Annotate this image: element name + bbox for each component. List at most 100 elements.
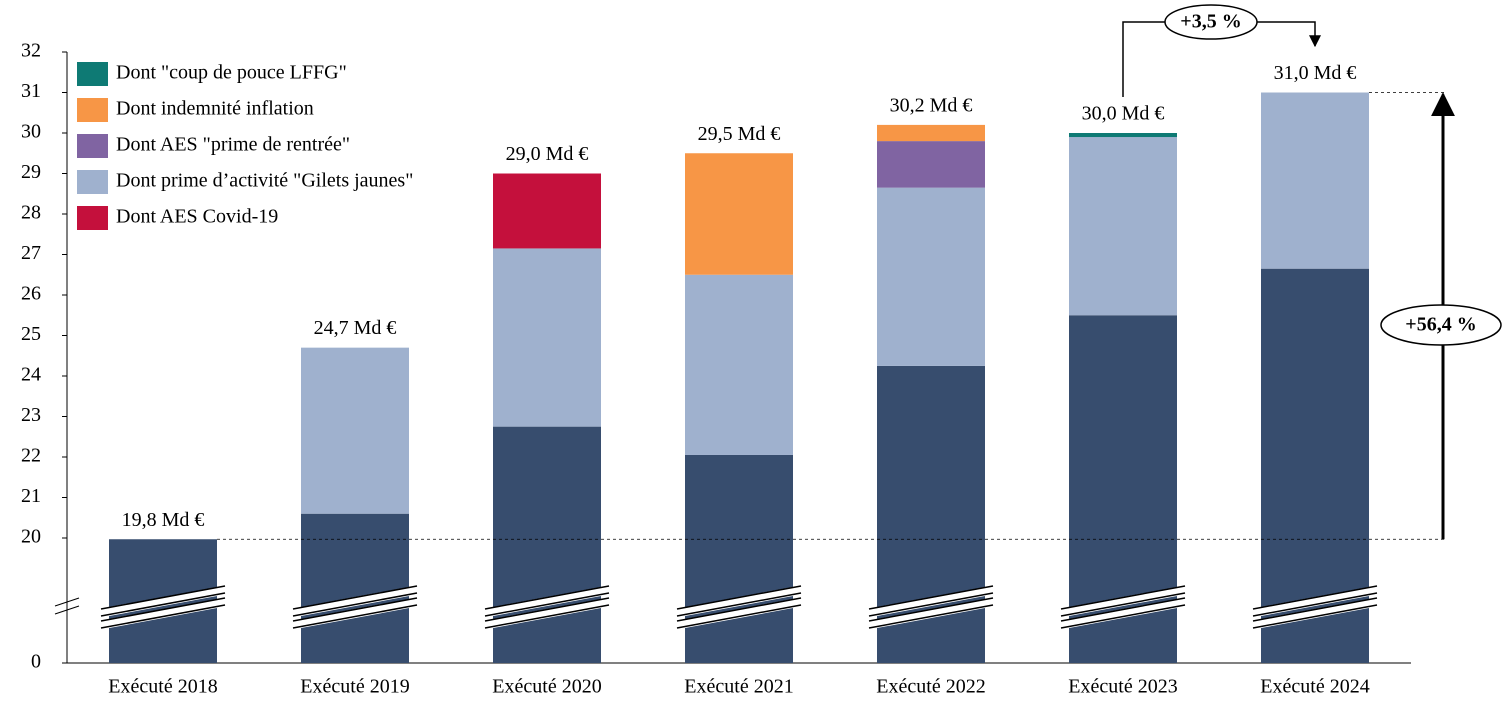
legend-label: Dont AES Covid-19	[116, 206, 278, 228]
x-tick-label: Exécuté 2023	[1068, 676, 1177, 698]
y-tick-label: 25	[21, 323, 41, 345]
break-line	[676, 585, 802, 610]
y-tick-label: 31	[21, 80, 41, 102]
break-line	[868, 585, 994, 610]
bar-segment	[877, 187, 985, 366]
legend-swatch	[77, 134, 108, 158]
bar-segment	[1069, 137, 1177, 316]
bar-segment	[685, 153, 793, 275]
y-tick-label: 29	[21, 161, 41, 183]
total-label: 31,0 Md €	[1274, 62, 1357, 84]
legend-swatch	[77, 62, 108, 86]
legend-swatch	[77, 206, 108, 230]
break-gap	[1252, 585, 1378, 618]
break-line	[676, 597, 802, 622]
legend-label: Dont AES "prime de rentrée"	[116, 134, 350, 156]
y-tick-label: 21	[21, 485, 41, 507]
break-line	[868, 592, 994, 617]
break-gap	[1060, 597, 1186, 630]
break-gap	[676, 585, 802, 618]
break-line	[100, 592, 226, 617]
break-gap	[484, 597, 610, 630]
break-gap	[1252, 597, 1378, 630]
break-gap	[484, 585, 610, 618]
break-line	[1060, 585, 1186, 610]
y-tick-label: 20	[21, 526, 41, 548]
x-tick-label: Exécuté 2024	[1260, 676, 1369, 698]
legend-swatch	[77, 170, 108, 194]
break-gap	[100, 597, 226, 630]
annotation-oval	[1164, 4, 1258, 40]
break-line	[292, 585, 418, 610]
y-tick-label: 30	[21, 121, 41, 143]
total-label: 30,2 Md €	[890, 94, 973, 116]
x-tick-label: Exécuté 2022	[876, 676, 985, 698]
bar-segment	[685, 454, 793, 663]
break-line	[100, 604, 226, 629]
y-tick-label: 23	[21, 404, 41, 426]
bar-segment	[301, 513, 409, 663]
bar-segment	[1069, 133, 1177, 138]
legend-label: Dont indemnité inflation	[116, 98, 314, 120]
break-line	[100, 597, 226, 622]
break-line	[484, 604, 610, 629]
break-line	[1060, 592, 1186, 617]
y-tick-label: 26	[21, 283, 41, 305]
x-tick-label: Exécuté 2020	[492, 676, 601, 698]
total-label: 19,8 Md €	[122, 509, 205, 531]
break-line	[292, 604, 418, 629]
axis-break	[54, 597, 80, 607]
bar-segment	[877, 141, 985, 188]
y-tick-label: 24	[21, 364, 41, 386]
axis-break	[54, 605, 80, 615]
break-gap	[292, 597, 418, 630]
break-line	[868, 604, 994, 629]
y-tick-label: 27	[21, 242, 41, 264]
break-line	[484, 585, 610, 610]
legend-swatch	[77, 98, 108, 122]
x-tick-label: Exécuté 2018	[108, 676, 217, 698]
break-line	[1060, 604, 1186, 629]
break-gap	[1060, 585, 1186, 618]
bar-segment	[1261, 92, 1369, 269]
break-gap	[100, 585, 226, 618]
break-gap	[868, 585, 994, 618]
break-line	[1252, 592, 1378, 617]
break-line	[1252, 597, 1378, 622]
break-line	[1060, 597, 1186, 622]
bar-segment	[301, 347, 409, 514]
y-tick-label: 22	[21, 445, 41, 467]
annotation: +3,5 %	[1180, 11, 1241, 33]
break-line	[100, 585, 226, 610]
break-line	[292, 592, 418, 617]
legend-label: Dont prime d’activité "Gilets jaunes"	[116, 170, 413, 192]
break-gap	[292, 585, 418, 618]
y-tick-label: 28	[21, 202, 41, 224]
break-line	[1252, 585, 1378, 610]
bar-segment	[877, 124, 985, 142]
break-line	[676, 604, 802, 629]
bar-segment	[493, 173, 601, 249]
annotation-oval	[1380, 304, 1502, 346]
break-line	[868, 597, 994, 622]
x-tick-label: Exécuté 2021	[684, 676, 793, 698]
x-tick-label: Exécuté 2019	[300, 676, 409, 698]
total-label: 29,5 Md €	[698, 123, 781, 145]
total-label: 30,0 Md €	[1082, 103, 1165, 125]
total-label: 24,7 Md €	[314, 317, 397, 339]
total-label: 29,0 Md €	[506, 143, 589, 165]
annotation: +56,4 %	[1405, 314, 1476, 336]
break-gap	[868, 597, 994, 630]
break-line	[292, 597, 418, 622]
break-gap	[676, 597, 802, 630]
y-tick-label: 0	[31, 651, 41, 673]
break-line	[484, 592, 610, 617]
break-line	[484, 597, 610, 622]
break-line	[1252, 604, 1378, 629]
y-tick-label: 32	[21, 40, 41, 62]
bar-segment	[685, 274, 793, 455]
bar-segment	[493, 248, 601, 427]
legend-label: Dont "coup de pouce LFFG"	[116, 62, 347, 84]
break-line	[676, 592, 802, 617]
